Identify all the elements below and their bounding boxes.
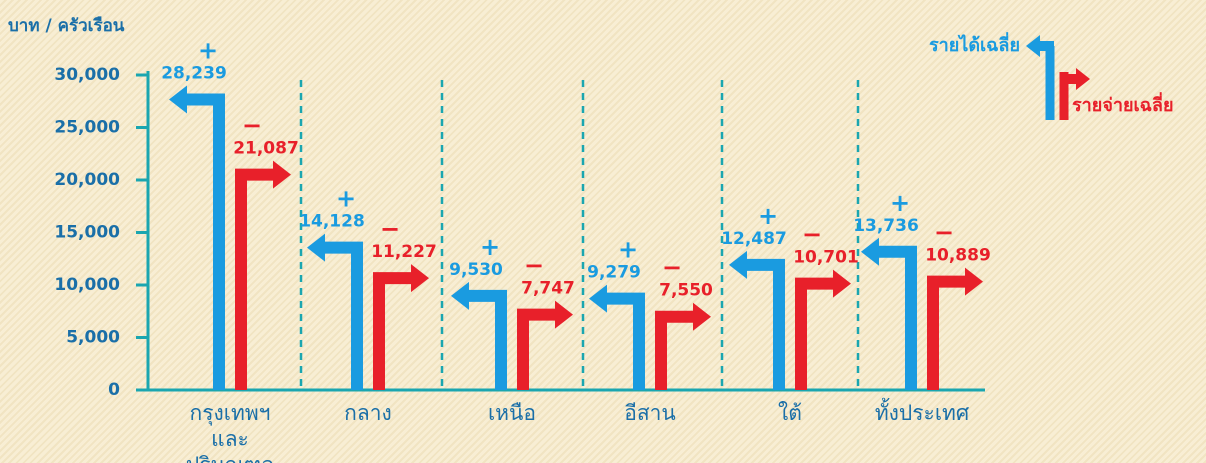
y-axis-label: บาท / ครัวเรือน [8, 15, 125, 36]
sign: − [662, 254, 682, 282]
arrow-bar [729, 251, 785, 390]
arrow-bar [169, 85, 225, 390]
value-label: 10,889 [925, 246, 991, 266]
value-label: 11,227 [371, 242, 437, 262]
value-label: 14,128 [299, 212, 365, 232]
y-tick-label: 10,000 [54, 275, 120, 295]
x-tick-label: อีสาน [590, 400, 710, 426]
arrow-bar [589, 285, 645, 390]
sign: − [242, 112, 262, 140]
arrow-bar [861, 238, 917, 390]
x-tick-label: เหนือ [452, 400, 572, 426]
sign: + [618, 236, 638, 264]
value-label: 7,550 [659, 281, 713, 301]
sign: + [336, 185, 356, 213]
sign: + [758, 202, 778, 230]
value-label: 28,239 [161, 63, 227, 83]
y-tick-label: 30,000 [54, 65, 120, 85]
arrow-bar [235, 161, 291, 390]
x-tick-label: ใต้ [730, 400, 850, 426]
sign: − [380, 215, 400, 243]
arrow-bar [373, 264, 429, 390]
arrow-bar [795, 270, 851, 390]
y-tick-label: 5,000 [66, 328, 120, 348]
x-tick-label: ทั้งประเทศ [862, 400, 982, 426]
value-label: 7,747 [521, 279, 575, 299]
value-label: 9,530 [449, 260, 503, 280]
sign: + [480, 233, 500, 261]
legend-label: รายได้เฉลี่ย [929, 32, 1020, 56]
chart: บาท / ครัวเรือน 0 5,000 10,000 15,000 20,000… [0, 0, 1206, 463]
arrow-bar [451, 282, 507, 390]
value-label: 10,701 [793, 248, 859, 268]
y-tick-label: 25,000 [54, 118, 120, 138]
arrow-bar [517, 301, 573, 390]
sign: − [802, 221, 822, 249]
arrow-bar [927, 268, 983, 390]
legend-label: รายจ่ายเฉลี่ย [1072, 92, 1174, 116]
value-label: 13,736 [853, 216, 919, 236]
value-label: 9,279 [587, 263, 641, 283]
sign: + [890, 189, 910, 217]
value-label: 21,087 [233, 139, 299, 159]
sign: − [934, 219, 954, 247]
x-tick-label: กรุงเทพฯ และปริมณฑล [170, 400, 290, 463]
x-tick-label: กลาง [308, 400, 428, 426]
y-tick-label: 15,000 [54, 223, 120, 243]
sign: − [524, 252, 544, 280]
sign: + [198, 36, 218, 64]
y-tick-label: 20,000 [54, 170, 120, 190]
y-tick-label: 0 [108, 380, 120, 400]
value-label: 12,487 [721, 229, 787, 249]
page: บาท / ครัวเรือน 0 5,000 10,000 15,000 20,000… [0, 0, 1206, 463]
arrow-bar [655, 303, 711, 390]
arrow-bar [307, 234, 363, 390]
